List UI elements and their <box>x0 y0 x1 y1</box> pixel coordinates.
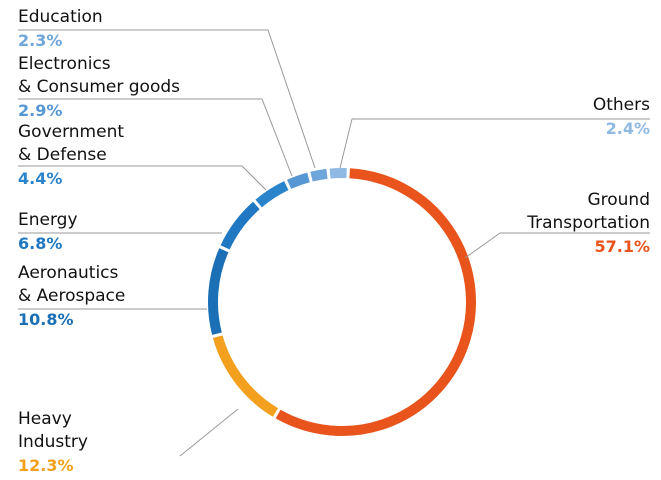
value-label: 6.8% <box>18 234 63 253</box>
value-label: 2.9% <box>18 101 63 120</box>
leader-line <box>339 118 650 169</box>
category-name: Electronics & Consumer goods <box>18 54 180 97</box>
leader-line <box>18 98 293 177</box>
donut-segment <box>212 335 279 417</box>
value-label: 4.4% <box>18 169 63 188</box>
segment-label: Government & Defense 4.4% <box>18 121 124 190</box>
category-name: Government & Defense <box>18 122 125 165</box>
category-name: Heavy Industry <box>18 409 88 452</box>
value-label: 12.3% <box>18 456 74 475</box>
value-label: 57.1% <box>594 237 650 256</box>
donut-segment <box>208 248 229 335</box>
category-name: Education <box>18 7 103 27</box>
value-label: 2.4% <box>605 119 650 138</box>
leader-line <box>179 408 239 457</box>
donut-segment <box>287 172 310 189</box>
segment-label: Others 2.4% <box>593 94 650 140</box>
segment-label: Heavy Industry 12.3% <box>18 408 88 477</box>
value-label: 2.3% <box>18 31 63 50</box>
leader-line <box>18 165 267 191</box>
category-name: Energy <box>18 210 78 230</box>
donut-segment <box>310 168 328 182</box>
segment-label: Aeronautics & Aerospace 10.8% <box>18 262 125 331</box>
value-label: 10.8% <box>18 310 74 329</box>
leader-line <box>464 232 650 259</box>
category-name: Ground Transportation <box>527 190 650 233</box>
segment-label: Electronics & Consumer goods 2.9% <box>18 53 180 122</box>
donut-segment <box>220 201 260 250</box>
leader-line <box>18 29 316 169</box>
segment-label: Ground Transportation 57.1% <box>527 189 650 258</box>
donut-segment <box>275 168 476 436</box>
donut-segment <box>329 168 347 179</box>
category-name: Others <box>592 95 650 115</box>
segment-label: Energy 6.8% <box>18 209 78 255</box>
segment-label: Education 2.3% <box>18 6 103 52</box>
category-name: Aeronautics & Aerospace <box>18 263 126 306</box>
donut-segment <box>255 181 289 208</box>
